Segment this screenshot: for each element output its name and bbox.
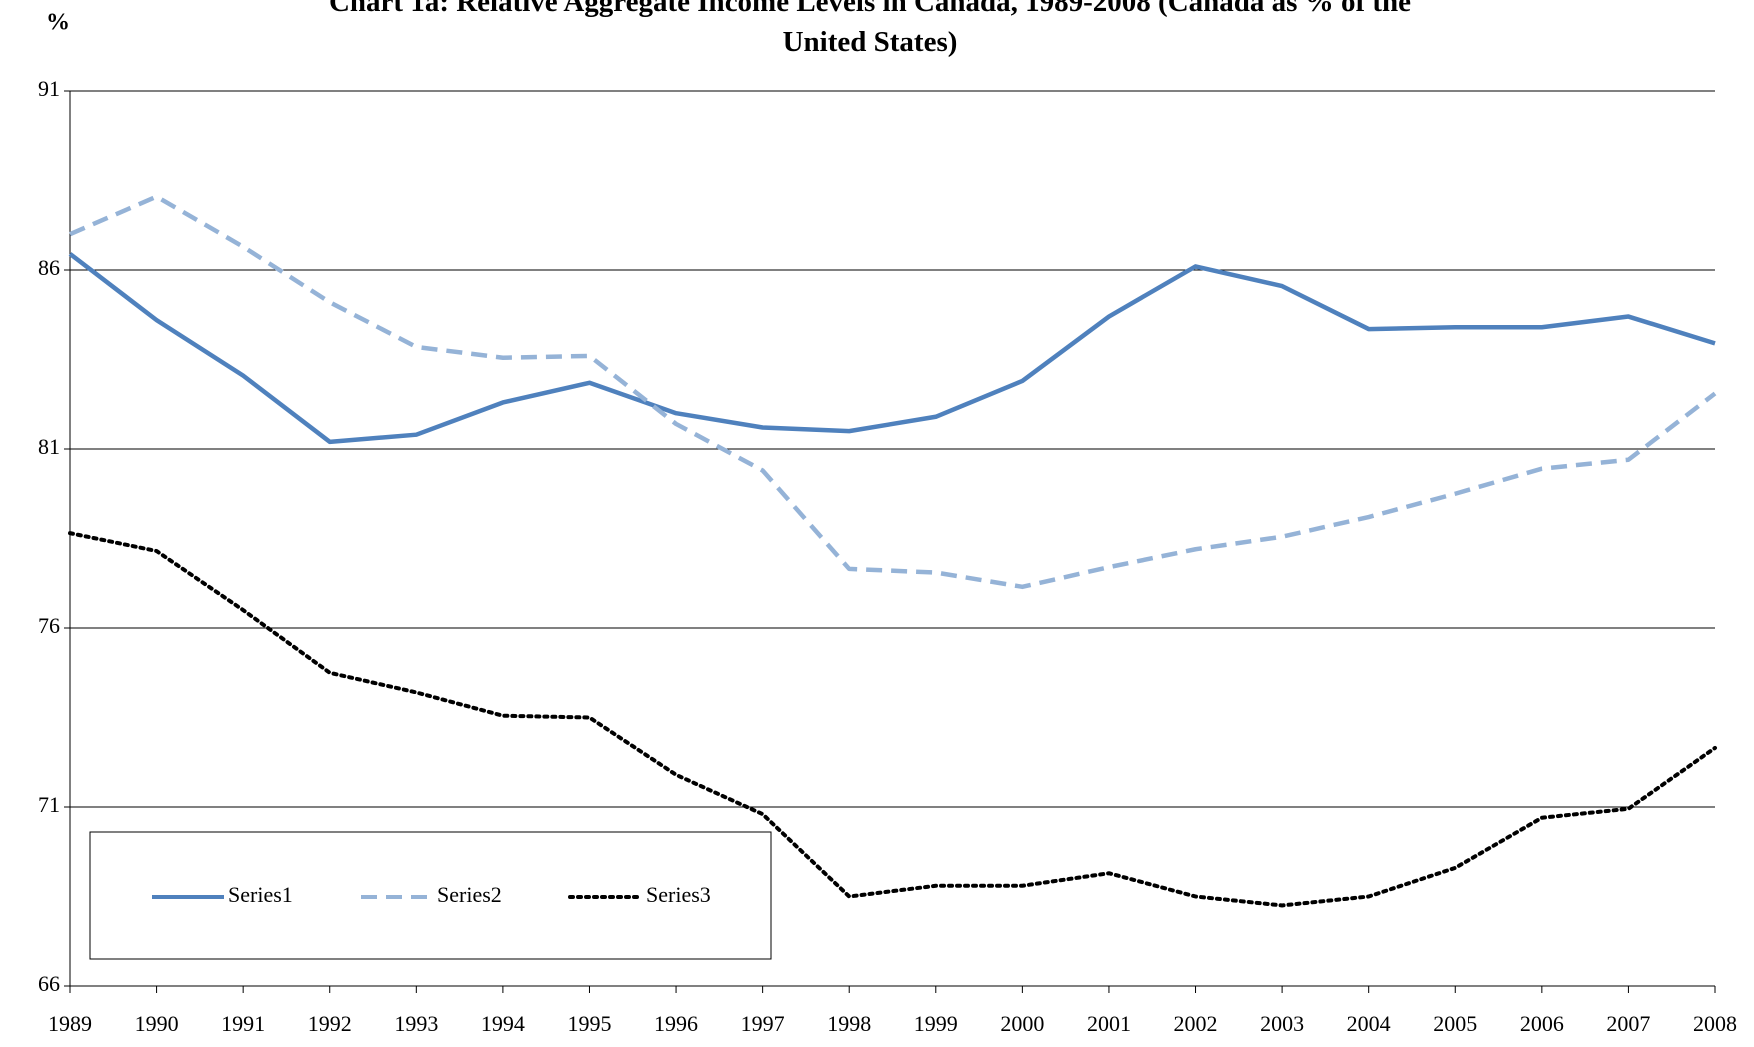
x-tick-label: 1994: [481, 1011, 525, 1036]
y-tick-label: 81: [38, 434, 60, 459]
x-tick-label: 1991: [221, 1011, 265, 1036]
x-tick-label: 2006: [1520, 1011, 1564, 1036]
x-tick-label: 2005: [1433, 1011, 1477, 1036]
series-line: [68, 531, 1717, 908]
x-tick-label: 2000: [1000, 1011, 1044, 1036]
chart-title: Chart 1a: Relative Aggregate Income Leve…: [329, 0, 1411, 58]
y-tick-label: 86: [38, 255, 60, 280]
x-tick-label: 1989: [48, 1011, 92, 1036]
x-tick-label: 2002: [1174, 1011, 1218, 1036]
x-tick-label: 1999: [914, 1011, 958, 1036]
x-tick-label: 2003: [1260, 1011, 1304, 1036]
series-line: [68, 252, 1716, 445]
x-tick-label: 1993: [394, 1011, 438, 1036]
x-tick-label: 2008: [1693, 1011, 1737, 1036]
y-tick-label: 76: [38, 613, 60, 638]
legend-label: Series2: [437, 882, 502, 907]
x-tick-label: 2004: [1347, 1011, 1391, 1036]
x-tick-label: 1997: [741, 1011, 785, 1036]
x-tick-label: 1995: [567, 1011, 611, 1036]
legend-label: Series1: [228, 882, 293, 907]
legend-label: Series3: [646, 882, 711, 907]
series-line: [69, 194, 1717, 590]
x-tick-label: 1990: [135, 1011, 179, 1036]
y-tick-label: 71: [38, 792, 60, 817]
x-tick-label: 1998: [827, 1011, 871, 1036]
y-axis-label: %: [46, 10, 70, 36]
x-tick-label: 1996: [654, 1011, 698, 1036]
y-tick-label: 66: [38, 971, 60, 996]
legend: Series1 Series2 Series3: [89, 831, 772, 960]
x-tick-label: 2001: [1087, 1011, 1131, 1036]
x-tick-label: 1992: [308, 1011, 352, 1036]
y-tick-label: 91: [38, 76, 60, 101]
x-tick-label: 2007: [1606, 1011, 1650, 1036]
